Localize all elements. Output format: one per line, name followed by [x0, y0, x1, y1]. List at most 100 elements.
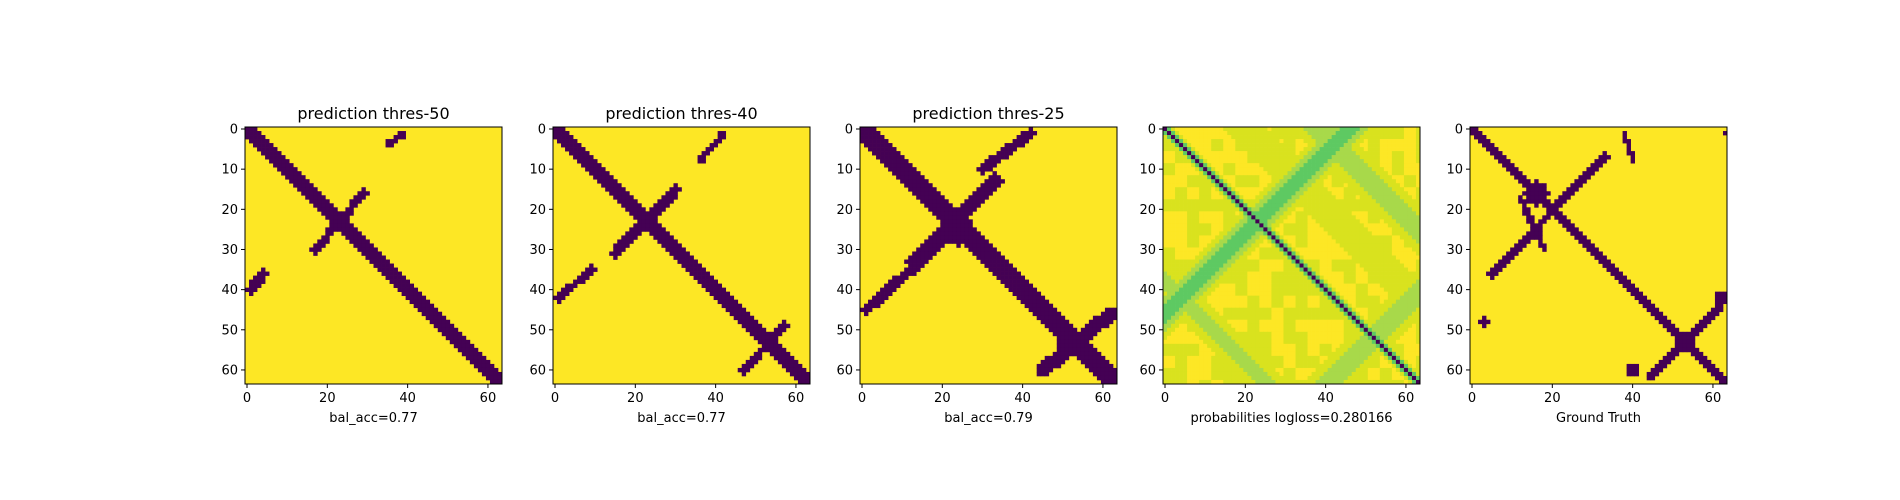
heatmap-cell [940, 215, 945, 220]
heatmap-cell [1339, 323, 1345, 329]
panel-title: prediction thres-40 [605, 104, 757, 123]
heatmap-cell [309, 191, 314, 196]
heatmap-cell [1383, 167, 1389, 172]
heatmap-cell [1359, 271, 1365, 276]
heatmap-cell [1239, 235, 1244, 240]
heatmap-cell [1243, 171, 1248, 176]
heatmap-cell [1179, 327, 1184, 333]
heatmap-cell [1283, 203, 1288, 208]
heatmap-cell [1223, 279, 1228, 284]
heatmap-cell [393, 267, 398, 272]
heatmap-cell [1283, 163, 1288, 168]
heatmap-cell [1175, 159, 1180, 164]
heatmap-cell [337, 215, 342, 220]
heatmap-cell [1355, 315, 1361, 321]
heatmap-cell [1343, 215, 1349, 220]
heatmap-cell [1291, 151, 1296, 156]
heatmap-cell [585, 267, 590, 272]
heatmap-cell [321, 207, 326, 212]
heatmap-cell [944, 231, 949, 236]
heatmap-cell [293, 171, 298, 176]
heatmap-cell [1367, 223, 1373, 228]
heatmap-cell [1275, 199, 1280, 204]
heatmap-cell [1335, 259, 1341, 264]
heatmap-cell [1187, 155, 1192, 160]
heatmap-cell [1283, 247, 1288, 252]
heatmap-cell [1355, 155, 1361, 160]
heatmap-cell [1223, 183, 1228, 188]
heatmap-cell [1171, 203, 1176, 208]
heatmap-cell [1227, 159, 1232, 164]
heatmap-cell [1275, 183, 1280, 188]
heatmap-cell [1335, 179, 1341, 184]
heatmap-cell [1243, 295, 1248, 301]
heatmap-cell [1311, 243, 1316, 248]
heatmap-cell [1295, 239, 1300, 244]
heatmap-cell [1171, 139, 1176, 144]
heatmap-cell [1251, 267, 1256, 272]
heatmap-cell [581, 163, 586, 168]
heatmap-cell [1327, 127, 1333, 132]
heatmap-cell [749, 323, 755, 329]
heatmap-cell [565, 143, 570, 148]
heatmap-cell [1307, 211, 1312, 216]
heatmap-cell [980, 187, 985, 192]
heatmap-cell [1323, 171, 1328, 176]
heatmap-cell [1187, 143, 1192, 148]
heatmap-cell [1239, 299, 1244, 305]
heatmap-cell [573, 155, 578, 160]
panel-thres-25: prediction thres-25 0 20 40 60 010203040506… [836, 104, 1118, 426]
heatmap-cell [325, 227, 330, 232]
heatmap-cell [956, 243, 961, 248]
heatmap-cell [757, 347, 763, 353]
heatmap-cell [1319, 231, 1324, 236]
heatmap-cell [1311, 219, 1316, 224]
heatmap-cell [1088, 351, 1094, 357]
heatmap-cell [1311, 211, 1316, 216]
heatmap-cell [1303, 271, 1308, 276]
heatmap-cell [1375, 247, 1381, 252]
heatmap-cell [1287, 187, 1292, 192]
heatmap-cell [1311, 139, 1316, 144]
heatmap-cell [1367, 147, 1373, 152]
heatmap-cell [1411, 143, 1417, 148]
heatmap-cell [924, 179, 929, 184]
heatmap-cell [765, 347, 771, 353]
heatmap-cell [457, 343, 463, 349]
heatmap-cell [1255, 283, 1260, 288]
heatmap-cell [1371, 279, 1377, 284]
heatmap-cell [1391, 127, 1397, 132]
heatmap-cell [1327, 211, 1333, 216]
heatmap-cell [1080, 339, 1086, 345]
heatmap-cell [1383, 287, 1389, 292]
heatmap-cell [1235, 195, 1240, 200]
heatmap-cell [1183, 179, 1188, 184]
heatmap-cell [864, 303, 869, 309]
heatmap-cell [968, 219, 973, 224]
heatmap-cell [1247, 131, 1252, 136]
heatmap-cell [641, 215, 646, 220]
heatmap-cell [629, 207, 634, 212]
heatmap-cell [1179, 271, 1184, 276]
heatmap-cell [681, 255, 686, 260]
heatmap-cell [677, 255, 682, 260]
heatmap-cell [1259, 151, 1264, 156]
heatmap-cell [325, 215, 330, 220]
heatmap-cell [1415, 135, 1421, 140]
heatmap-cell [1179, 203, 1184, 208]
heatmap-cell [1227, 143, 1232, 148]
heatmap-cell [341, 211, 346, 216]
heatmap-cell [1175, 319, 1180, 325]
heatmap-cell [1327, 147, 1333, 152]
heatmap-cell [1163, 259, 1168, 264]
heatmap-cell [1303, 307, 1308, 313]
heatmap-cell [1227, 211, 1232, 216]
heatmap-cell [773, 327, 779, 333]
heatmap-cell [1303, 147, 1308, 152]
heatmap-cell [1167, 139, 1172, 144]
heatmap-cell [625, 203, 630, 208]
heatmap-cell [1207, 207, 1212, 212]
heatmap-cell [1347, 283, 1353, 288]
heatmap-cell [1363, 227, 1369, 232]
heatmap-cell [1339, 267, 1345, 272]
